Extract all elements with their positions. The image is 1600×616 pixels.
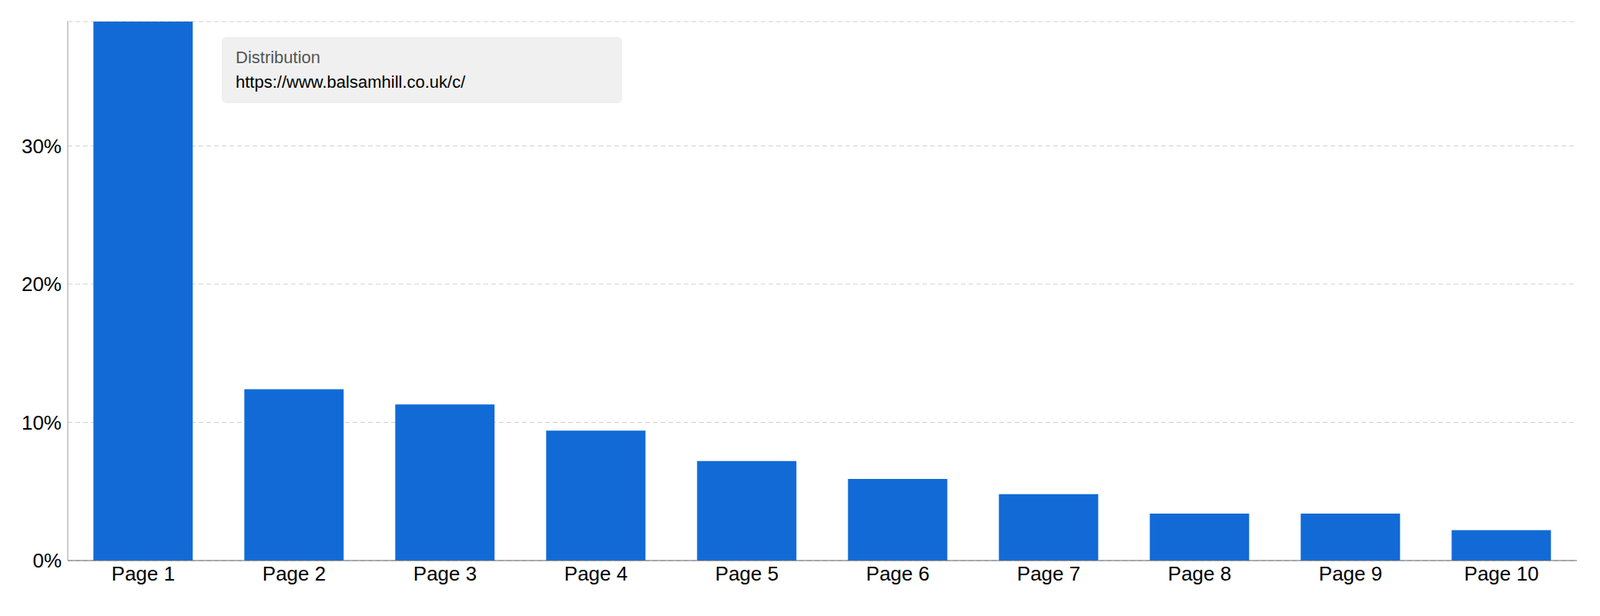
svg-text:Page 10: Page 10 <box>1464 562 1540 586</box>
svg-text:Page 2: Page 2 <box>262 562 326 586</box>
svg-text:Page 8: Page 8 <box>1168 562 1232 586</box>
svg-text:30%: 30% <box>21 134 62 158</box>
svg-text:Page 3: Page 3 <box>413 562 477 586</box>
svg-text:Page 1: Page 1 <box>111 562 175 586</box>
svg-text:Page 4: Page 4 <box>564 562 628 586</box>
svg-text:0%: 0% <box>32 548 62 573</box>
svg-text:20%: 20% <box>21 272 62 296</box>
html-text:https://www.balsamhill.co.uk/c: https://www.balsamhill.co.uk/c/ <box>235 72 466 92</box>
svg-text:Page 6: Page 6 <box>866 562 930 586</box>
svg-text:10%: 10% <box>21 411 62 435</box>
html-text:Distribution: Distribution <box>235 47 321 67</box>
svg-text:Page 7: Page 7 <box>1017 562 1081 586</box>
svg-text:Page 9: Page 9 <box>1318 562 1383 586</box>
svg-text:Page 5: Page 5 <box>715 562 779 586</box>
